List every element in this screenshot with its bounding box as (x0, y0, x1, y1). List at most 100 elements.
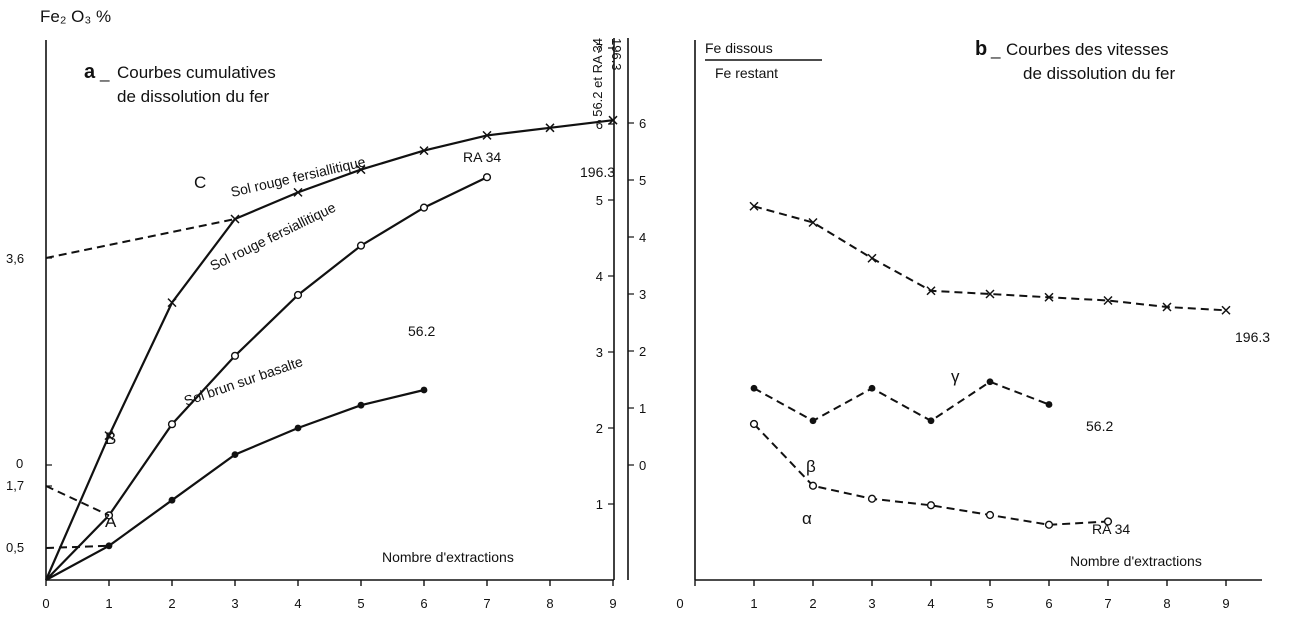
x-tick-label-b-6: 6 (1045, 596, 1052, 611)
x-tick-label-b-5: 5 (986, 596, 993, 611)
label-C: C (194, 173, 206, 192)
point-a-56-2-1 (105, 542, 113, 550)
point-a-196-3-9 (608, 115, 618, 125)
panel-b-xlabel: Nombre d'extractions (1070, 553, 1202, 569)
point-b-RA-34-7 (1103, 517, 1113, 526)
point-b-56-2-4 (927, 417, 935, 425)
panel-a-title-line1: Courbes cumulatives (117, 63, 276, 82)
point-b-196-3-4 (926, 286, 936, 296)
point-a-RA-34-5 (356, 241, 366, 250)
point-b-RA-34-1 (749, 419, 759, 429)
point-b-RA-34-5 (985, 510, 995, 520)
point-a-196-3-4 (293, 187, 303, 197)
panel-b-letter: b (975, 38, 987, 60)
panel-b-title-line1: Courbes des vitesses (1006, 40, 1169, 59)
line-b-196-3 (753, 205, 1227, 312)
far-right-tick-label-6: 6 (639, 116, 646, 131)
point-b-196-3-1 (749, 201, 759, 211)
right-axis-label: 56.2 et RA 34 (590, 38, 605, 117)
x-tick-label-a-6: 6 (420, 596, 427, 611)
right-tick-label-1: 1 (596, 497, 603, 512)
point-a-56-2-3 (231, 451, 239, 458)
point-a-196-3-1 (104, 431, 114, 441)
point-a-56-2-5 (357, 401, 365, 409)
point-b-196-3-9 (1221, 305, 1231, 315)
point-a-56-2-2 (168, 496, 176, 504)
line-a-56-2 (45, 388, 425, 581)
point-a-196-3-2 (167, 298, 177, 308)
label-B: B (105, 429, 116, 448)
panel-a: Fe₂ O₃ % a _ Courbes cumulatives de diss… (6, 7, 629, 581)
point-a-196-3-6 (419, 146, 429, 156)
left-tick-1-7: 1,7 (6, 478, 24, 493)
end-label-b-56: 56.2 (1086, 418, 1113, 434)
extrapolation-a-56-2 (45, 544, 110, 549)
x-tick-label-b-3: 3 (868, 596, 875, 611)
x-tick-label-a-1: 1 (105, 596, 112, 611)
point-a-RA-34-2 (167, 420, 177, 429)
left-tick-3-6: 3,6 (6, 251, 24, 266)
point-a-RA-34-7 (482, 173, 492, 182)
point-b-56-2-3 (868, 384, 876, 392)
point-b-196-3-7 (1103, 295, 1113, 306)
point-b-56-2-5 (986, 378, 994, 386)
far-right-axis-label: 196.3 (609, 38, 624, 71)
point-b-56-2-1 (750, 384, 758, 392)
x-tick-label-a-5: 5 (357, 596, 364, 611)
end-label-56: 56.2 (408, 323, 435, 339)
point-a-196-3-5 (356, 165, 366, 175)
x-tick-label-a-2: 2 (168, 596, 175, 611)
x-tick-label-b-9: 9 (1222, 596, 1229, 611)
panel-b-title-line2: de dissolution du fer (1023, 64, 1175, 83)
extrapolation-a-RA-34 (45, 485, 110, 517)
panel-b: Fe dissous Fe restant b _ Courbes des vi… (694, 38, 1270, 581)
panel-a-dash: _ (99, 63, 110, 82)
x-tick-label-b-8: 8 (1163, 596, 1170, 611)
right-tick-label-5: 5 (596, 193, 603, 208)
line-a-196-3 (44, 119, 614, 581)
point-b-196-3-8 (1162, 302, 1172, 312)
panel-b-dash: _ (990, 40, 1001, 59)
point-b-196-3-2 (808, 217, 818, 228)
far-right-tick-label-5: 5 (639, 173, 646, 188)
left-tick-0-5: 0,5 (6, 540, 24, 555)
curve-label-56: Sol brun sur basalte (182, 353, 305, 409)
line-b-56-2 (753, 380, 1050, 422)
point-b-56-2-6 (1045, 401, 1053, 408)
label-gamma: γ (951, 367, 960, 386)
panel-a-ylabel: Fe₂ O₃ % (40, 7, 111, 26)
point-b-RA-34-4 (926, 501, 936, 510)
point-b-RA-34-6 (1044, 520, 1054, 529)
x-tick-label-b-2: 2 (809, 596, 816, 611)
x-tick-label-a-7: 7 (483, 596, 490, 611)
x-tick-label-a-0: 0 (42, 596, 49, 611)
far-right-tick-label-0: 0 (639, 458, 646, 473)
x-tick-label-a-9: 9 (609, 596, 616, 611)
point-a-196-3-3 (230, 214, 240, 224)
point-a-RA-34-4 (293, 290, 303, 300)
end-label-ra34: RA 34 (463, 149, 501, 165)
line-a-RA-34 (45, 176, 488, 581)
construction-line-A (45, 545, 110, 581)
label-alpha: α (802, 509, 812, 528)
x-tick-label-b-4: 4 (927, 596, 934, 611)
left-tick-0: 0 (16, 456, 23, 471)
point-b-56-2-2 (809, 417, 817, 425)
right-tick-label-2: 2 (596, 421, 603, 436)
right-tick-label-6: 6 (596, 117, 603, 132)
construction-line-B (45, 515, 110, 581)
x-tick-label-a-4: 4 (294, 596, 301, 611)
chart-marks: 0 1 2 3 4 5 6 7 8 9 1 2 3 4 5 6 7 0 1 2 3 4 5 6 0 1 2 3 4 5 6 7 8 9 (42, 41, 1231, 611)
end-label-196: 196.3 (580, 164, 615, 180)
point-a-56-2-4 (294, 424, 302, 432)
right-tick-label-7: 7 (596, 41, 603, 56)
x-tick-label-b-7: 7 (1104, 596, 1111, 611)
label-beta: β (806, 457, 816, 476)
point-a-56-2-6 (420, 386, 428, 394)
point-b-RA-34-2 (808, 481, 818, 490)
panel-a-xlabel: Nombre d'extractions (382, 549, 514, 565)
extrapolation-a-196-3 (45, 218, 236, 259)
point-a-196-3-7 (482, 130, 492, 140)
x-tick-label-b-1: 1 (750, 596, 757, 611)
x-tick-label-b-0: 0 (676, 596, 683, 611)
